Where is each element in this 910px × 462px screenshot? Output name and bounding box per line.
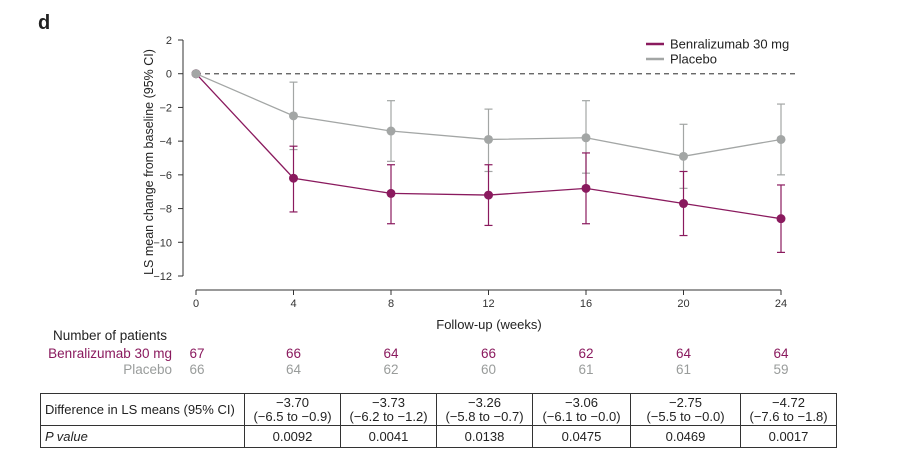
data-point bbox=[776, 134, 786, 144]
difference-ci: (−6.1 to −0.0) bbox=[542, 408, 621, 424]
difference-ci: (−6.2 to −1.2) bbox=[349, 408, 428, 424]
patient-count: 66 bbox=[285, 346, 302, 361]
y-tick-label: −6 bbox=[159, 170, 172, 182]
data-point bbox=[484, 134, 493, 144]
patient-count: 60 bbox=[480, 362, 497, 377]
y-tick-label: −4 bbox=[159, 136, 172, 148]
patients-benralizumab-label: Benralizumab 30 mg bbox=[48, 346, 172, 361]
difference-cell: −3.06 (−6.1 to −0.0) bbox=[532, 393, 631, 426]
data-point bbox=[581, 133, 591, 143]
difference-ci: (−6.5 to −0.9) bbox=[253, 408, 332, 424]
results-table: Difference in LS means (95% CI) −3.70 (−6… bbox=[40, 393, 837, 448]
pvalue-cell: 0.0092 bbox=[244, 425, 341, 448]
x-tick-label: 20 bbox=[677, 298, 689, 310]
difference-ci: (−7.6 to −1.8) bbox=[749, 408, 828, 424]
patient-count: 66 bbox=[480, 346, 497, 361]
legend-entry: Placebo bbox=[670, 52, 717, 67]
patient-count: 59 bbox=[773, 362, 789, 377]
difference-estimate: −3.26 bbox=[468, 394, 501, 410]
y-tick-label: −10 bbox=[153, 237, 172, 249]
difference-estimate: −3.06 bbox=[565, 394, 598, 410]
data-point bbox=[581, 183, 591, 193]
difference-estimate: −4.72 bbox=[772, 394, 805, 410]
patient-count: 66 bbox=[189, 362, 205, 377]
difference-cell: −3.70 (−6.5 to −0.9) bbox=[244, 393, 341, 426]
legend-entry: Benralizumab 30 mg bbox=[670, 37, 789, 52]
y-tick-label: −8 bbox=[159, 204, 172, 216]
table-row-pvalue: P value 0.0092 0.0041 0.0138 0.0475 0.04… bbox=[40, 425, 837, 448]
data-point bbox=[386, 188, 396, 198]
data-point bbox=[386, 126, 396, 136]
difference-cell: −4.72 (−7.6 to −1.8) bbox=[740, 393, 837, 426]
chart-series-layer bbox=[191, 69, 786, 253]
data-point bbox=[484, 190, 493, 200]
data-point bbox=[679, 151, 688, 161]
patient-count: 62 bbox=[383, 362, 399, 377]
panel-letter: d bbox=[38, 12, 51, 34]
pvalue-cell: 0.0041 bbox=[340, 425, 437, 448]
patients-placebo-label: Placebo bbox=[123, 362, 172, 377]
x-tick-label: 8 bbox=[388, 298, 394, 310]
x-tick-label: 0 bbox=[193, 298, 199, 310]
pvalue-cell: 0.0475 bbox=[532, 425, 631, 448]
y-tick-label: −2 bbox=[159, 102, 172, 114]
difference-estimate: −3.70 bbox=[276, 394, 309, 410]
patient-count: 64 bbox=[285, 362, 302, 377]
difference-ci: (−5.8 to −0.7) bbox=[445, 408, 524, 424]
data-point bbox=[679, 199, 688, 209]
difference-cell: −2.75 (−5.5 to −0.0) bbox=[630, 393, 741, 426]
data-point bbox=[289, 173, 298, 183]
x-tick-label: 4 bbox=[290, 298, 296, 310]
difference-estimate: −2.75 bbox=[669, 394, 702, 410]
patient-count: 62 bbox=[578, 346, 594, 361]
x-tick-label: 24 bbox=[775, 298, 787, 310]
table-row-difference: Difference in LS means (95% CI) −3.70 (−6… bbox=[40, 393, 837, 426]
difference-row-label: Difference in LS means (95% CI) bbox=[40, 393, 245, 426]
patient-count: 64 bbox=[383, 346, 399, 361]
pvalue-cell: 0.0017 bbox=[740, 425, 837, 448]
origin-point bbox=[191, 69, 201, 79]
pvalue-cell: 0.0138 bbox=[436, 425, 533, 448]
x-axis-label: Follow-up (weeks) bbox=[436, 317, 541, 332]
patient-count: 61 bbox=[675, 362, 692, 377]
patient-count: 61 bbox=[578, 362, 594, 377]
difference-cell: −3.26 (−5.8 to −0.7) bbox=[436, 393, 533, 426]
x-tick-label: 16 bbox=[580, 298, 592, 310]
y-tick-label: 2 bbox=[166, 35, 172, 47]
difference-estimate: −3.73 bbox=[372, 394, 405, 410]
x-tick-label: 12 bbox=[482, 298, 494, 310]
pvalue-cell: 0.0469 bbox=[630, 425, 741, 448]
patients-title: Number of patients bbox=[53, 328, 168, 343]
difference-ci: (−5.5 to −0.0) bbox=[646, 408, 725, 424]
data-point bbox=[289, 111, 298, 121]
patient-count: 67 bbox=[189, 346, 205, 361]
y-tick-label: 0 bbox=[166, 69, 172, 81]
data-point bbox=[776, 214, 786, 224]
pvalue-row-label: P value bbox=[40, 425, 245, 448]
patient-count: 64 bbox=[773, 346, 789, 361]
difference-cell: −3.73 (−6.2 to −1.2) bbox=[340, 393, 437, 426]
y-tick-label: −12 bbox=[153, 271, 172, 283]
y-axis-label: LS mean change from baseline (95% CI) bbox=[142, 49, 156, 275]
patient-count: 64 bbox=[675, 346, 692, 361]
